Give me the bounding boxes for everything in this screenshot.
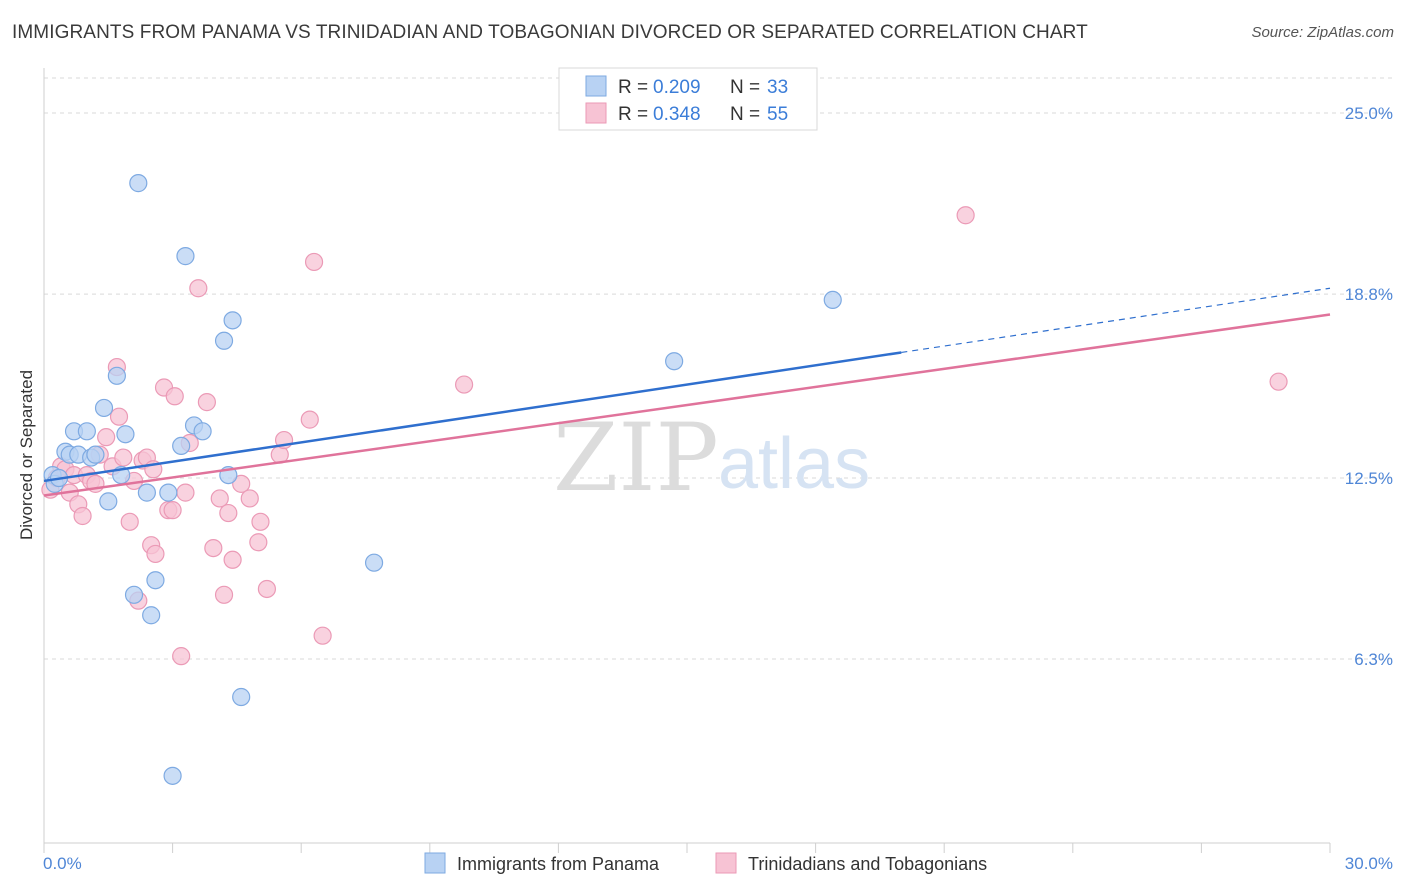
trinidadians-point-16 xyxy=(114,448,133,467)
stats-box: R = 0.209 N = 33 R = 0.348 N = 55 xyxy=(558,67,818,131)
trinidadians-point-24 xyxy=(146,544,165,564)
stats-blue-r-value: 0.209 xyxy=(653,77,701,98)
stats-pink-r-value: 0.348 xyxy=(653,104,701,125)
panama-point-25 xyxy=(193,422,212,441)
watermark: ZIP atlas xyxy=(553,404,870,513)
grid-lines xyxy=(44,77,1392,660)
trinidadians-point-15 xyxy=(109,407,129,426)
panama-point-28 xyxy=(223,311,242,330)
panama-point-10 xyxy=(94,398,114,418)
trinidadians-trend-line xyxy=(43,313,1331,497)
trinidadians-point-42 xyxy=(251,512,270,531)
trinidadians-point-51 xyxy=(1269,372,1288,391)
panama-point-15 xyxy=(124,585,144,604)
panama-point-23 xyxy=(176,247,195,266)
trinidadians-point-33 xyxy=(197,393,216,412)
panama-trend-extension xyxy=(901,287,1331,354)
panama-point-18 xyxy=(142,606,161,625)
trinidadians-point-34 xyxy=(204,538,223,558)
trinidadians-point-40 xyxy=(240,489,259,508)
watermark-atlas: atlas xyxy=(718,424,870,504)
series-panama-points xyxy=(43,174,842,785)
trend-lines xyxy=(43,287,1331,497)
panama-point-26 xyxy=(214,331,234,350)
panama-point-20 xyxy=(159,483,178,502)
panama-point-32 xyxy=(823,290,842,310)
panama-point-9 xyxy=(86,445,105,464)
panama-point-22 xyxy=(172,436,191,456)
legend-panama-swatch xyxy=(424,852,446,874)
y-tick-labels: 6.3% 12.5% 18.8% 25.0% xyxy=(1345,104,1393,669)
trinidadians-point-47 xyxy=(304,252,324,272)
trinidadians-point-29 xyxy=(172,647,191,666)
trinidadians-point-17 xyxy=(120,512,139,531)
trinidadians-point-37 xyxy=(219,503,238,523)
y-tick-label-2: 18.8% xyxy=(1345,285,1393,304)
x-tick-label-min: 0.0% xyxy=(43,854,82,873)
panama-point-11 xyxy=(99,492,118,511)
trinidadians-point-48 xyxy=(313,626,332,645)
trinidadians-point-35 xyxy=(210,489,229,508)
panama-point-19 xyxy=(146,571,165,590)
legend-trinidad-swatch xyxy=(715,852,737,874)
trinidadians-point-43 xyxy=(257,579,277,599)
legend-trinidad-label: Trinidadians and Tobagonians xyxy=(748,854,987,874)
legend: Immigrants from Panama Trinidadians and … xyxy=(424,852,987,874)
source-credit: Source: ZipAtlas.com xyxy=(1251,24,1394,41)
trinidadians-point-38 xyxy=(223,550,242,569)
stats-blue-r-label: R = xyxy=(618,77,648,98)
y-tick-label-1: 12.5% xyxy=(1345,469,1393,488)
trinidadians-point-28 xyxy=(165,387,184,406)
panama-point-14 xyxy=(116,425,135,444)
axes xyxy=(43,68,1331,853)
trinidadians-point-36 xyxy=(214,585,234,604)
trinidadians-point-30 xyxy=(176,483,195,502)
trinidadians-point-32 xyxy=(189,279,208,298)
panama-point-12 xyxy=(107,366,126,385)
panama-point-7 xyxy=(77,422,96,441)
panama-point-31 xyxy=(665,352,684,371)
panama-point-21 xyxy=(163,766,182,785)
panama-point-30 xyxy=(364,553,384,572)
panama-point-17 xyxy=(137,483,156,502)
watermark-zip: ZIP xyxy=(553,404,719,513)
panama-point-29 xyxy=(232,687,251,707)
y-tick-label-0: 6.3% xyxy=(1354,650,1393,669)
trinidadians-point-27 xyxy=(163,501,182,520)
stats-pink-n-value: 55 xyxy=(767,104,788,125)
x-tick-label-max: 30.0% xyxy=(1345,854,1393,873)
legend-panama-label: Immigrants from Panama xyxy=(457,854,660,874)
stats-blue-n-label: N = xyxy=(730,77,760,98)
stats-pink-n-label: N = xyxy=(730,104,760,125)
trinidadians-point-41 xyxy=(249,533,268,552)
panama-trend-line xyxy=(43,351,902,483)
stats-blue-n-value: 33 xyxy=(767,77,788,98)
stats-pink-swatch xyxy=(585,102,607,124)
trinidadians-point-12 xyxy=(97,428,116,447)
trinidadians-point-7 xyxy=(73,506,92,526)
trinidadians-point-50 xyxy=(956,206,975,225)
trinidadians-point-49 xyxy=(454,375,474,394)
trinidadians-point-46 xyxy=(300,410,319,429)
chart-title: IMMIGRANTS FROM PANAMA VS TRINIDADIAN AN… xyxy=(12,22,1088,43)
stats-pink-r-label: R = xyxy=(618,104,648,125)
trinidadians-point-39 xyxy=(232,474,251,493)
stats-blue-swatch xyxy=(585,75,607,97)
y-tick-label-3: 25.0% xyxy=(1345,104,1393,123)
panama-point-16 xyxy=(129,174,148,193)
